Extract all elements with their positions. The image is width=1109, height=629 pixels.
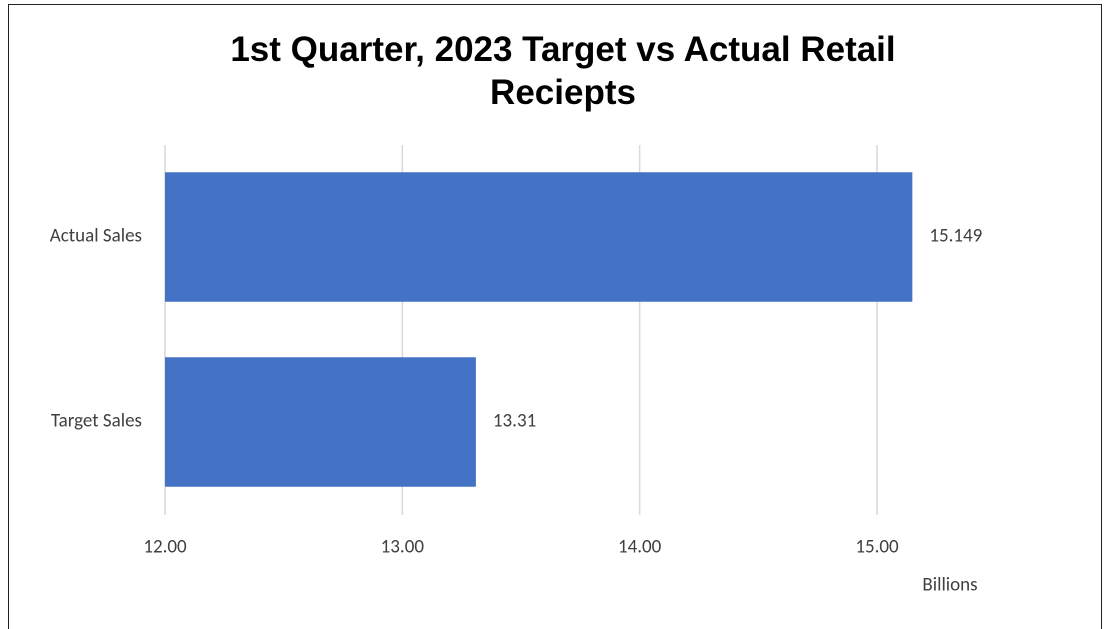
x-tick-label: 14.00 xyxy=(618,536,662,559)
data-label: 13.31 xyxy=(493,410,536,433)
y-tick-label: Target Sales xyxy=(51,410,142,433)
x-tick-label: 13.00 xyxy=(381,536,425,559)
x-tick-label: 12.00 xyxy=(143,536,187,559)
axis-unit-label: Billions xyxy=(922,574,977,597)
bar xyxy=(165,172,913,302)
y-tick-label: Actual Sales xyxy=(50,225,142,248)
x-tick-label: 15.00 xyxy=(855,536,899,559)
chart-frame xyxy=(8,4,1102,629)
data-label: 15.149 xyxy=(929,225,982,248)
bar xyxy=(165,357,476,487)
chart-title: 1st Quarter, 2023 Target vs Actual Retai… xyxy=(230,30,896,112)
